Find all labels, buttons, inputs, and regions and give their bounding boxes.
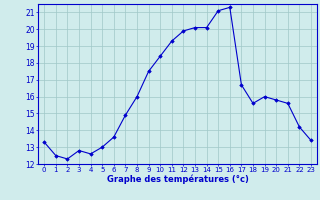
- X-axis label: Graphe des températures (°c): Graphe des températures (°c): [107, 175, 249, 184]
